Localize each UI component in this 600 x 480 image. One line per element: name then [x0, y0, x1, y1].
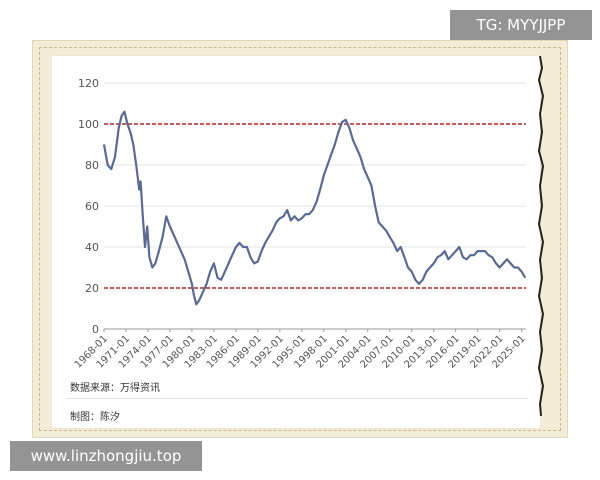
torn-paper-edge — [538, 56, 544, 416]
chart-paper — [52, 56, 540, 428]
y-tick-label: 80 — [85, 159, 99, 172]
y-tick-label: 0 — [92, 323, 99, 336]
y-tick-label: 120 — [78, 77, 99, 90]
source-label: 数据来源：万得资讯 — [70, 383, 160, 394]
y-tick-label: 20 — [85, 282, 99, 295]
y-tick-label: 60 — [85, 200, 99, 213]
frame-border-line — [39, 47, 561, 431]
maker-label: 制图：陈汐 — [70, 412, 120, 423]
separator — [66, 398, 528, 399]
watermark-bottom: www.linzhongjiu.top — [10, 441, 202, 471]
series-line-0 — [102, 110, 527, 306]
watermark-top: TG: MYYJJPP — [450, 10, 592, 40]
y-tick-label: 100 — [78, 118, 99, 131]
y-tick-label: 40 — [85, 241, 99, 254]
